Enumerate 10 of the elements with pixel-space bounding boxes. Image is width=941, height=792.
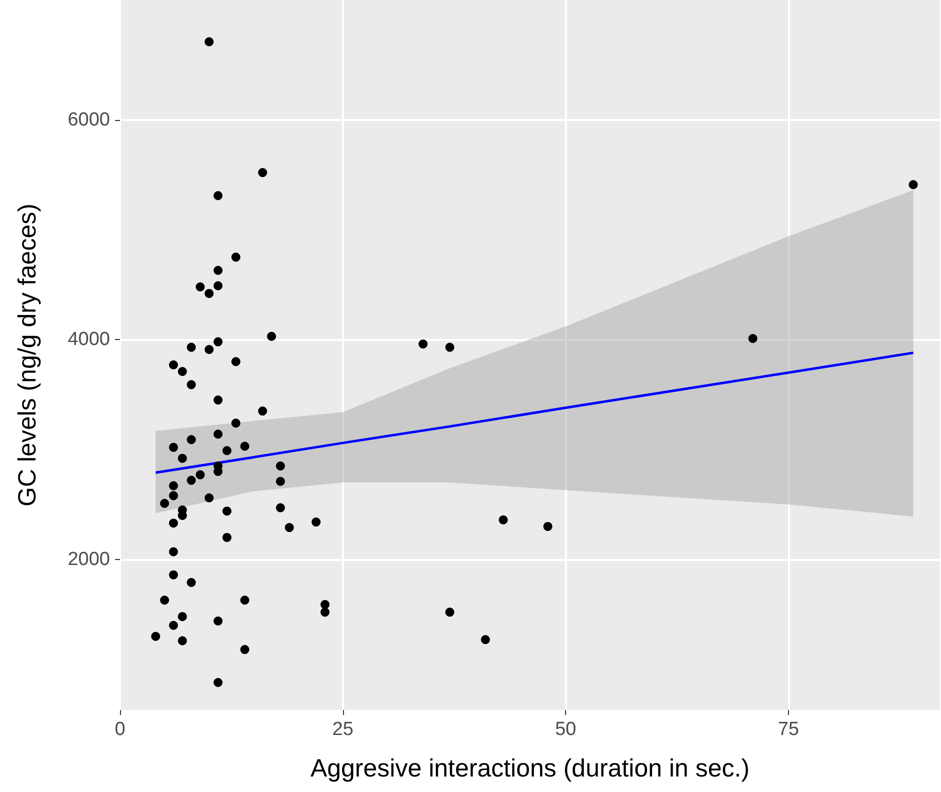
line-series (154, 352, 915, 474)
x-tick-label: 50 (555, 719, 576, 740)
y-tick-label: 6000 (68, 109, 110, 130)
x-tick-label: 0 (114, 719, 126, 740)
x-tick-label: 75 (778, 719, 800, 740)
y-tick-label: 2000 (68, 548, 110, 570)
y-tick-label: 4000 (68, 329, 110, 350)
x-tick-label: 25 (332, 719, 354, 740)
y-axis-title: GC levels (ng/g dry faeces) (14, 204, 42, 506)
x-axis-title: Aggresive interactions (duration in sec.) (310, 754, 750, 782)
